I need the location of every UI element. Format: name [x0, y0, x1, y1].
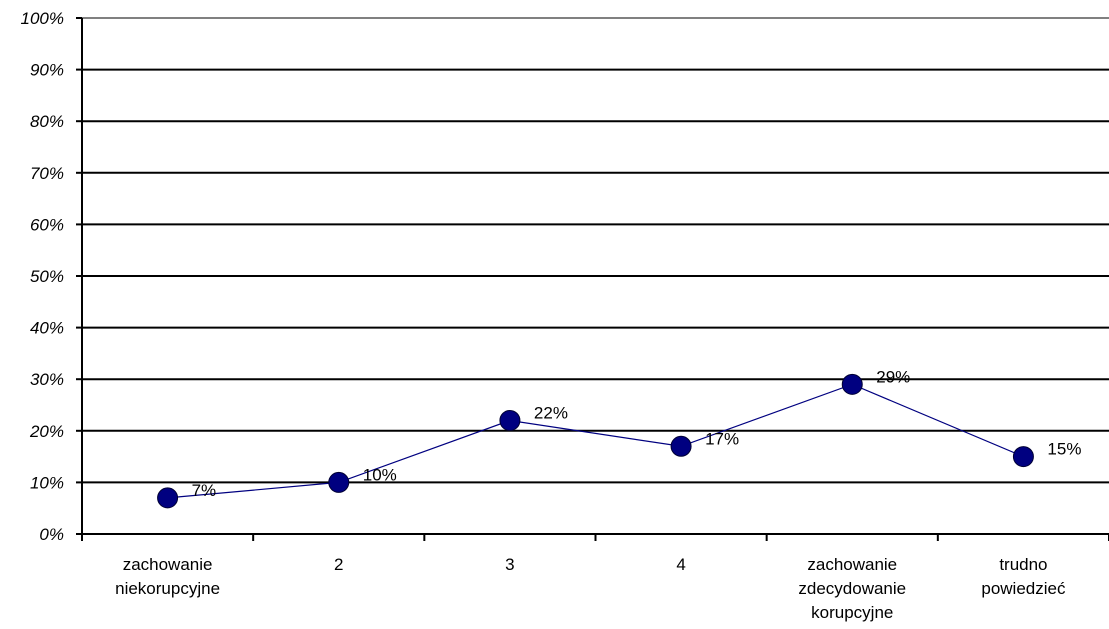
data-labels: 7% 10% 22% 17% 29% 15% — [192, 367, 1082, 500]
y-tick-label: 10% — [30, 473, 64, 492]
y-tick-label: 100% — [21, 9, 64, 28]
axes — [76, 17, 1109, 541]
data-label: 15% — [1047, 440, 1081, 459]
series — [157, 373, 1034, 509]
data-point — [670, 435, 692, 457]
data-label: 17% — [705, 429, 739, 448]
x-tick-label: trudno powiedzieć — [981, 555, 1066, 598]
y-tick-label: 20% — [29, 422, 64, 441]
x-axis-tick-labels: zachowanie niekorupcyjne 2 3 4 zachowanie zdec… — [115, 555, 1066, 622]
data-label: 22% — [534, 403, 568, 422]
y-axis-tick-labels: 0% 10% 20% 30% 40% 50% 60% 70% 80% 90% 100% — [21, 9, 64, 544]
y-tick-label: 90% — [30, 61, 64, 80]
data-point — [499, 409, 521, 431]
x-tick-label: zachowanie niekorupcyjne — [115, 555, 220, 598]
data-point — [841, 373, 863, 395]
x-tick-label: 3 — [505, 555, 514, 574]
data-label: 29% — [876, 367, 910, 386]
data-label: 7% — [192, 481, 217, 500]
gridlines — [82, 17, 1109, 484]
data-point — [157, 487, 179, 509]
data-label: 10% — [363, 465, 397, 484]
x-tick-label: 4 — [676, 555, 685, 574]
y-tick-label: 30% — [30, 370, 64, 389]
y-tick-label: 70% — [30, 164, 64, 183]
series-line — [167, 383, 1024, 499]
y-tick-label: 40% — [30, 319, 64, 338]
y-tick-label: 60% — [30, 215, 64, 234]
y-tick-label: 80% — [30, 112, 64, 131]
y-tick-label: 50% — [30, 267, 64, 286]
data-point — [1012, 446, 1034, 468]
y-tick-label: 0% — [39, 525, 64, 544]
data-point — [328, 471, 350, 493]
x-tick-label: zachowanie zdecydowanie korupcyjne — [798, 555, 906, 622]
x-tick-label: 2 — [334, 555, 343, 574]
